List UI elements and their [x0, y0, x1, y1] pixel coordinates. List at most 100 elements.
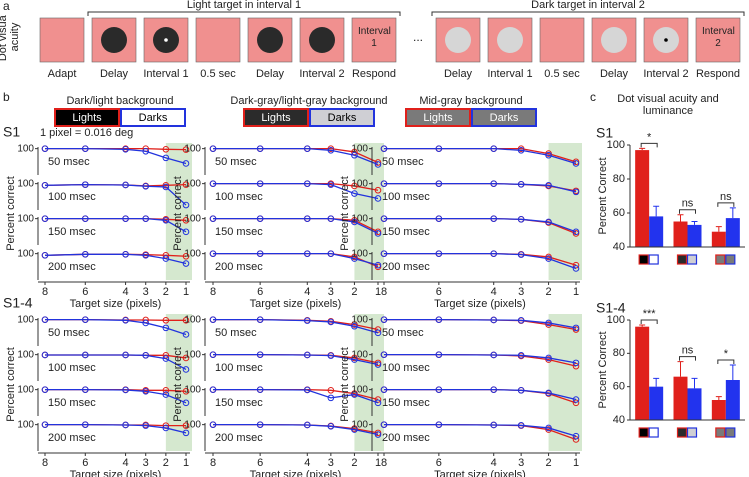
- shade: [354, 143, 384, 280]
- legend-label: Darks: [490, 112, 519, 124]
- frame-label: Delay: [600, 68, 629, 80]
- point: [162, 387, 170, 394]
- point: [380, 386, 388, 393]
- row-label: S1: [3, 124, 20, 140]
- point: [303, 317, 311, 324]
- y-tick-label: 100: [17, 213, 34, 224]
- subplot-label: 150 msec: [215, 397, 263, 409]
- point: [142, 251, 150, 259]
- series-line: [44, 183, 187, 206]
- bracket-line: [431, 11, 745, 16]
- point: [209, 250, 217, 257]
- point: [81, 386, 89, 393]
- x-tick-label: 4: [123, 457, 129, 469]
- point: [182, 181, 190, 188]
- category-icon: [686, 254, 698, 265]
- point: [517, 216, 525, 223]
- series-line: [213, 147, 379, 166]
- point: [303, 250, 311, 257]
- point: [81, 215, 89, 222]
- y-tick-label: 80: [613, 173, 625, 185]
- sig-label: ***: [643, 308, 657, 320]
- point: [380, 215, 388, 222]
- point: [142, 387, 150, 395]
- dark-disk: [309, 27, 335, 53]
- point: [182, 422, 190, 429]
- point: [517, 422, 525, 429]
- x-axis-label: Target size (pixels): [250, 298, 342, 310]
- y-tick-label: 100: [184, 213, 201, 224]
- point: [81, 351, 89, 359]
- series-line: [384, 182, 577, 193]
- frame: [695, 17, 741, 63]
- x-tick-label: 2: [351, 286, 357, 298]
- subplot-label: 50 msec: [382, 327, 424, 339]
- point: [351, 391, 358, 398]
- series-line: [45, 217, 187, 233]
- note: 1 pixel = 0.016 deg: [40, 127, 133, 139]
- x-tick-label: 2: [163, 286, 169, 298]
- point: [327, 394, 335, 402]
- panel-label: c: [590, 90, 596, 104]
- point: [545, 389, 552, 397]
- target-dot: [164, 38, 168, 42]
- point: [209, 386, 217, 393]
- point: [490, 316, 498, 324]
- y-tick-label: 100: [351, 314, 368, 325]
- target-dot: [664, 38, 668, 42]
- point: [162, 355, 170, 362]
- panel-label: b: [3, 90, 10, 104]
- subplot-label: 150 msec: [215, 226, 263, 238]
- series-line: [45, 388, 187, 404]
- bar: [687, 224, 702, 247]
- error-bar: [715, 226, 722, 232]
- point: [209, 215, 217, 222]
- y-axis-label: Percent correct: [172, 176, 184, 251]
- sig-bracket: [640, 319, 658, 324]
- point: [303, 145, 311, 152]
- point: [545, 218, 552, 226]
- y-axis-label: Percent Correct: [597, 157, 609, 234]
- x-tick-label: 3: [143, 457, 149, 469]
- x-tick-label: 3: [518, 457, 524, 469]
- legend-swatch: [243, 108, 309, 127]
- point: [490, 386, 498, 393]
- subplot-label: 100 msec: [48, 191, 96, 203]
- point: [162, 324, 170, 332]
- y-tick-label: 100: [17, 314, 34, 325]
- error-bar: [691, 377, 698, 389]
- point: [122, 317, 129, 324]
- point: [351, 356, 358, 363]
- frame-label: Delay: [444, 68, 473, 80]
- series-line: [45, 423, 187, 434]
- point: [256, 180, 264, 187]
- point: [327, 387, 335, 394]
- point: [380, 180, 388, 187]
- x-tick-label: 3: [328, 286, 334, 298]
- x-tick-label: 2: [546, 286, 552, 298]
- point: [572, 188, 580, 196]
- group-title: Light target in interval 1: [187, 0, 301, 11]
- point: [435, 250, 443, 257]
- point: [182, 260, 190, 267]
- point: [351, 255, 358, 262]
- sig-label: *: [647, 131, 652, 143]
- chart-title: S1-4: [596, 300, 626, 316]
- y-tick-label: 100: [184, 384, 201, 395]
- point: [256, 145, 264, 152]
- point: [182, 317, 190, 324]
- point: [374, 399, 382, 407]
- point: [572, 160, 580, 167]
- frame: [195, 17, 241, 63]
- category-icon: [715, 254, 726, 265]
- y-tick-label: 100: [607, 314, 625, 326]
- point: [122, 251, 129, 258]
- point: [572, 436, 580, 443]
- x-tick-label: 4: [304, 286, 310, 298]
- legend-title: Dark-gray/light-gray background: [230, 95, 387, 107]
- error-bar: [677, 214, 684, 222]
- subplot-label: 150 msec: [48, 397, 96, 409]
- legend-label: Darks: [139, 112, 168, 124]
- point: [142, 422, 150, 429]
- subplot-label: 150 msec: [48, 226, 96, 238]
